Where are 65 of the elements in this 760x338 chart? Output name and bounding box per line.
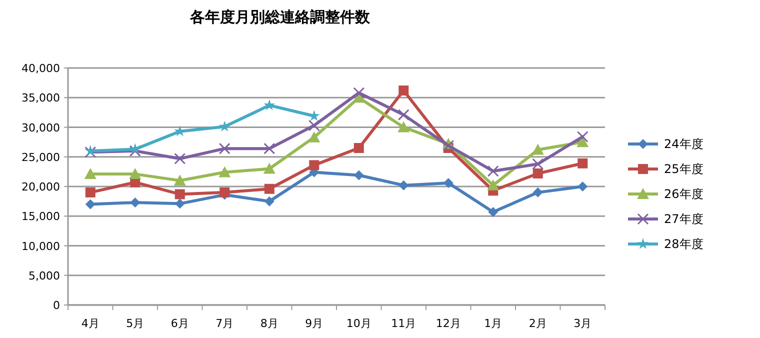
point [263,162,276,174]
x-tick-label: 2月 [528,317,547,330]
y-tick-label: 15,000 [22,210,60,224]
y-tick-label: 0 [53,299,60,312]
point [85,187,96,198]
legend-label: 26年度 [664,187,704,201]
point [264,99,276,110]
x-tick-label: 4月 [81,317,100,330]
point [398,180,409,190]
point [398,121,410,132]
y-tick-label: 10,000 [22,240,60,253]
y-tick-label: 35,000 [22,92,60,105]
chart-title: 各年度月別総連絡調整件数 [189,8,371,26]
point [174,152,186,164]
x-tick-label: 3月 [574,317,592,330]
y-tick-label: 25,000 [22,150,60,164]
point [353,87,365,99]
point [174,174,186,186]
point [487,179,500,190]
point [129,145,141,157]
x-tick-label: 11月 [391,317,416,330]
point [264,142,276,154]
y-tick-label: 20,000 [22,180,60,194]
point [85,199,96,210]
point [398,86,409,96]
point [532,187,543,198]
x-tick-label: 10月 [346,317,372,330]
point [532,168,543,178]
point [354,142,364,153]
point [174,189,185,200]
x-tick-label: 1月 [484,317,502,330]
legend-label: 28年度 [664,237,704,251]
point [576,130,588,142]
point [174,198,185,209]
x-tick-label: 8月 [260,317,278,330]
point [264,196,274,206]
point [578,182,588,192]
point [354,170,364,180]
legend-label: 25年度 [664,162,704,176]
point [443,178,454,188]
x-tick-label: 9月 [305,317,324,330]
legend-label: 24年度 [664,137,704,151]
point [129,168,142,180]
x-tick-label: 12月 [436,317,461,330]
point [488,206,498,217]
x-tick-label: 5月 [126,317,144,330]
point [532,158,544,170]
point [130,198,140,208]
point [84,168,96,180]
point [442,140,454,152]
point [309,160,320,170]
point [487,165,499,177]
x-tick-label: 7月 [216,317,234,330]
y-tick-label: 40,000 [22,62,60,75]
legend-label: 27年度 [664,212,704,226]
y-tick-label: 30,000 [22,121,60,134]
x-tick-label: 6月 [170,317,189,330]
point [578,158,588,168]
y-tick-label: 5,000 [28,269,60,282]
point [218,142,230,154]
point [308,131,320,142]
point [218,166,231,178]
point [398,109,410,121]
point [308,120,320,132]
point [264,184,274,194]
